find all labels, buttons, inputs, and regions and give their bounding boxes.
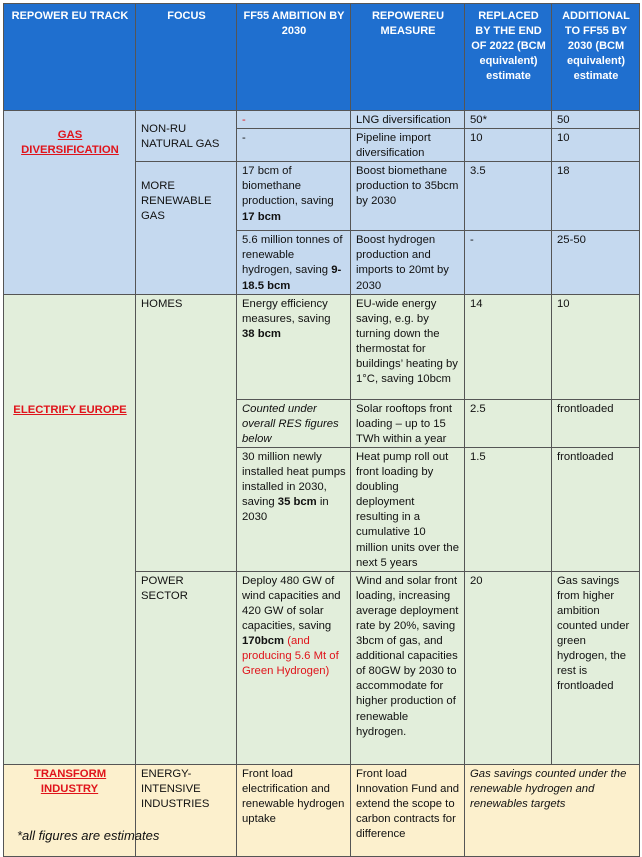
measure-cell: Heat pump roll out front loading by doub… — [350, 446, 465, 572]
replaced-cell: 3.5 — [464, 161, 552, 232]
measure-cell: Pipeline import diversification — [350, 128, 465, 163]
ambition-text: 30 million newly installed heat pumps in… — [242, 450, 346, 509]
table-row: GAS DIVERSIFICATION NON-RU NATURAL GAS -… — [3, 109, 640, 295]
header-row: REPOWER EU TRACK FOCUS FF55 AMBITION BY … — [3, 3, 640, 111]
additional-cell: frontloaded — [551, 446, 640, 572]
focus-energy-intensive: ENERGY-INTENSIVE INDUSTRIES — [135, 763, 237, 857]
ambition-red-note: (and producing 5.6 Mt of Green Hydrogen) — [242, 635, 339, 678]
ambition-bold: 35 bcm — [277, 496, 317, 509]
track-transform-industry: TRANSFORM INDUSTRY — [3, 763, 136, 857]
ambition-bold: 9-18.5 bcm — [242, 264, 342, 292]
replaced-cell: 50* — [464, 109, 552, 130]
table-row: 5.6 million tonnes of renewable hydrogen… — [4, 230, 640, 295]
measure-cell: Front load Innovation Fund and extend th… — [350, 763, 465, 857]
table-row: Counted under overall RES figures below … — [4, 398, 640, 448]
ambition-cell: 17 bcm of biomethane production, saving … — [236, 161, 351, 232]
ambition-text: 5.6 million tonnes of renewable hydrogen… — [242, 234, 343, 277]
additional-cell: 25-50 — [551, 230, 640, 295]
replaced-cell: 1.5 — [464, 446, 552, 572]
measure-cell: Boost biomethane production to 35bcm by … — [350, 161, 465, 232]
ambition-cell: Deploy 480 GW of wind capacities and 420… — [236, 570, 351, 765]
table-row: 30 million newly installed heat pumps in… — [4, 446, 640, 572]
table-row: TRANSFORM INDUSTRY ENERGY-INTENSIVE INDU… — [3, 763, 640, 857]
replaced-cell: 2.5 — [464, 398, 552, 448]
footnote: *all figures are estimates — [17, 828, 160, 843]
focus-non-ru: NON-RU NATURAL GAS — [135, 109, 237, 163]
replaced-cell: 20 — [464, 570, 552, 765]
header-ambition: FF55 AMBITION BY 2030 — [236, 3, 351, 111]
table-row: ELECTRIFY EUROPE HOMES Energy efficiency… — [3, 293, 640, 765]
ambition-bold: 170bcm — [242, 635, 285, 648]
ambition-bold: 17 bcm — [242, 210, 281, 223]
header-track: REPOWER EU TRACK — [3, 3, 136, 111]
measure-cell: Wind and solar front loading, increasing… — [350, 570, 465, 765]
ambition-text: Deploy 480 GW of wind capacities and 420… — [242, 574, 341, 632]
measure-cell: Boost hydrogen production and imports to… — [350, 230, 465, 295]
additional-cell: 50 — [551, 109, 640, 130]
header-replaced: REPLACED BY THE END OF 2022 (BCM equival… — [464, 3, 552, 111]
repowereu-table: REPOWER EU TRACK FOCUS FF55 AMBITION BY … — [3, 3, 640, 857]
additional-cell: 10 — [551, 128, 640, 163]
measure-cell: LNG diversification — [350, 109, 465, 130]
additional-cell: frontloaded — [551, 398, 640, 448]
track-electrify-europe: ELECTRIFY EUROPE — [3, 293, 136, 765]
ambition-text: Energy efficiency measures, saving — [242, 297, 331, 325]
additional-cell: Gas savings from higher ambition counted… — [551, 570, 640, 765]
table-row: MORE RENEWABLE GAS 17 bcm of biomethane … — [4, 161, 640, 295]
ambition-cell: 30 million newly installed heat pumps in… — [236, 446, 351, 572]
header-measure: REPOWEREU MEASURE — [350, 3, 465, 111]
header-additional: ADDITIONAL TO FF55 BY 2030 (BCM equivale… — [551, 3, 640, 111]
table-row: - Pipeline import diversification 10 10 — [4, 128, 640, 163]
table-row: POWER SECTOR Deploy 480 GW of wind capac… — [4, 570, 640, 765]
replaced-cell: 10 — [464, 128, 552, 163]
additional-cell: 18 — [551, 161, 640, 232]
focus-homes: HOMES — [135, 293, 237, 572]
measure-cell: Solar rooftops front loading – up to 15 … — [350, 398, 465, 448]
ambition-cell: Counted under overall RES figures below — [236, 398, 351, 448]
replaced-cell: - — [464, 230, 552, 295]
ambition-cell: Front load electrification and renewable… — [236, 763, 351, 857]
ambition-cell: - — [236, 128, 351, 163]
focus-renewable-gas: MORE RENEWABLE GAS — [135, 161, 237, 295]
ambition-text: 17 bcm of biomethane production, saving — [242, 165, 334, 208]
replaced-cell: 14 — [464, 293, 552, 400]
header-focus: FOCUS — [135, 3, 237, 111]
additional-cell: 10 — [551, 293, 640, 400]
measure-cell: EU-wide energy saving, e.g. by turning d… — [350, 293, 465, 400]
track-gas-diversification: GAS DIVERSIFICATION — [3, 110, 136, 295]
ambition-bold: 38 bcm — [242, 327, 281, 340]
ambition-cell: Energy efficiency measures, saving 38 bc… — [236, 293, 351, 400]
focus-power-sector: POWER SECTOR — [135, 570, 237, 765]
ambition-cell: - — [236, 109, 351, 130]
ambition-text-after: in 2030 — [242, 496, 329, 524]
industry-note: Gas savings counted under the renewable … — [464, 763, 640, 857]
ambition-cell: 5.6 million tonnes of renewable hydrogen… — [236, 230, 351, 295]
